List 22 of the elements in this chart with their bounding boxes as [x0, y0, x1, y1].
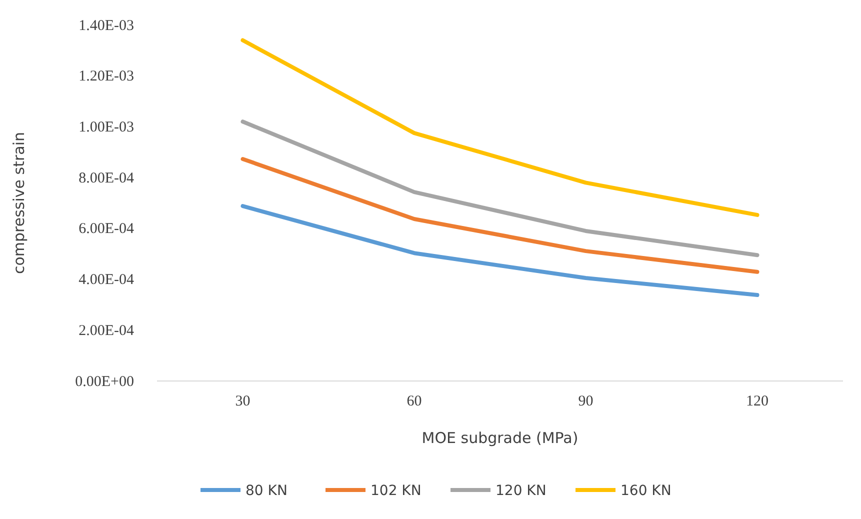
x-tick-label: 60	[406, 394, 422, 410]
x-axis-title: MOE subgrade (MPa)	[422, 429, 578, 447]
legend-label: 160 KN	[620, 483, 672, 499]
line-series	[240, 204, 760, 298]
line-series	[240, 157, 760, 274]
legend-label: 102 KN	[370, 483, 422, 499]
y-tick-label: 1.40E-03	[78, 18, 134, 34]
y-tick-label: 8.00E-04	[78, 170, 134, 186]
y-tick-label: 1.00E-03	[78, 120, 134, 136]
y-tick-label: 4.00E-04	[78, 272, 134, 288]
x-tick-label: 30	[235, 394, 250, 410]
x-tick-label: 120	[746, 394, 768, 410]
legend-label: 120 KN	[496, 483, 546, 499]
y-tick-label: 6.00E-04	[78, 221, 134, 238]
line-series	[240, 120, 760, 258]
legend-label: 80 KN	[246, 483, 288, 499]
y-axis-title: compressive strain	[10, 132, 28, 274]
y-tick-label: 1.20E-03	[78, 68, 134, 85]
y-tick-label: 2.00E-04	[78, 322, 134, 339]
line-series	[240, 38, 760, 217]
x-tick-label: 90	[578, 394, 594, 410]
y-tick-label: 0.00E+00	[75, 374, 134, 390]
